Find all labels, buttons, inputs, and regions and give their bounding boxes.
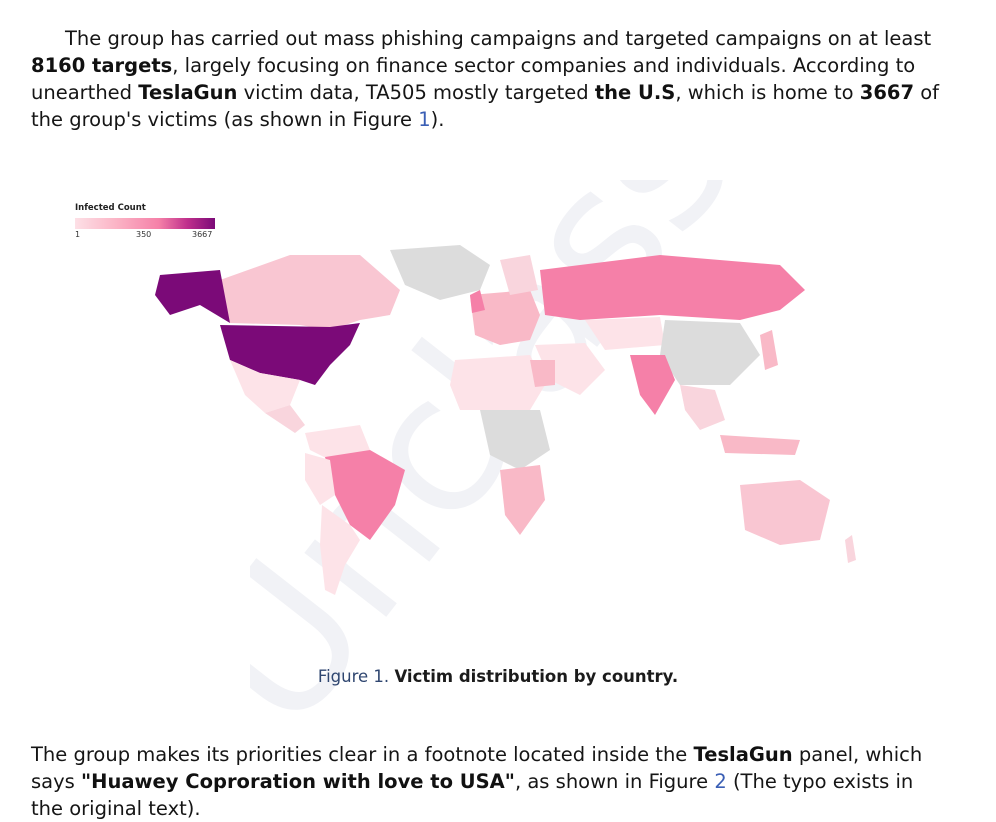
country-central-africa	[480, 410, 550, 470]
country-argentina	[320, 505, 360, 595]
country-south-africa	[500, 465, 545, 535]
country-canada	[220, 255, 400, 330]
figure-caption: Figure 1. Victim distribution by country…	[0, 667, 996, 686]
legend-title: Infected Count	[75, 203, 146, 213]
country-north-south-america	[305, 425, 370, 460]
country-egypt	[530, 360, 555, 387]
teslagun-name: TeslaGun	[138, 80, 238, 104]
country-central-asia	[585, 317, 665, 350]
country-india	[630, 355, 675, 415]
footnote-quote: "Huawey Coproration with love to USA"	[81, 769, 515, 793]
country-mexico	[230, 360, 300, 413]
country-china	[660, 320, 760, 385]
country-russia	[540, 255, 805, 320]
paragraph-intro: The group has carried out mass phishing …	[31, 26, 940, 131]
country-usa	[220, 323, 360, 385]
country-north-africa	[450, 355, 545, 410]
figure-caption-text: Victim distribution by country.	[394, 667, 679, 686]
figure-label: Figure 1.	[317, 667, 390, 686]
teslagun-name-2: TeslaGun	[693, 742, 793, 766]
us-name: the U.S	[594, 80, 676, 104]
world-map	[155, 245, 856, 595]
country-southeast-asia	[680, 385, 725, 430]
legend-tick-mid: 350	[136, 230, 152, 239]
target-count: 8160 targets	[31, 53, 173, 77]
country-uk	[470, 290, 485, 313]
country-new-zealand	[845, 535, 856, 563]
country-middle-east	[535, 343, 605, 395]
country-indonesia	[720, 435, 800, 455]
country-peru	[305, 453, 335, 505]
country-brazil	[325, 450, 405, 540]
figure-2-link[interactable]: 2	[714, 769, 727, 793]
country-central-america	[265, 405, 305, 433]
legend-tick-min: 1	[75, 230, 81, 239]
country-australia	[740, 480, 830, 545]
country-europe	[470, 290, 540, 345]
paragraph-footnote: The group makes its priorities clear in …	[31, 742, 923, 820]
us-count: 3667	[859, 80, 915, 104]
country-greenland	[390, 245, 490, 300]
legend-gradient	[75, 218, 215, 229]
country-japan	[760, 330, 778, 370]
figure-1-link[interactable]: 1	[418, 107, 431, 131]
legend-tick-max: 3667	[192, 230, 213, 239]
country-scandinavia	[500, 255, 538, 295]
country-alaska	[155, 270, 230, 323]
